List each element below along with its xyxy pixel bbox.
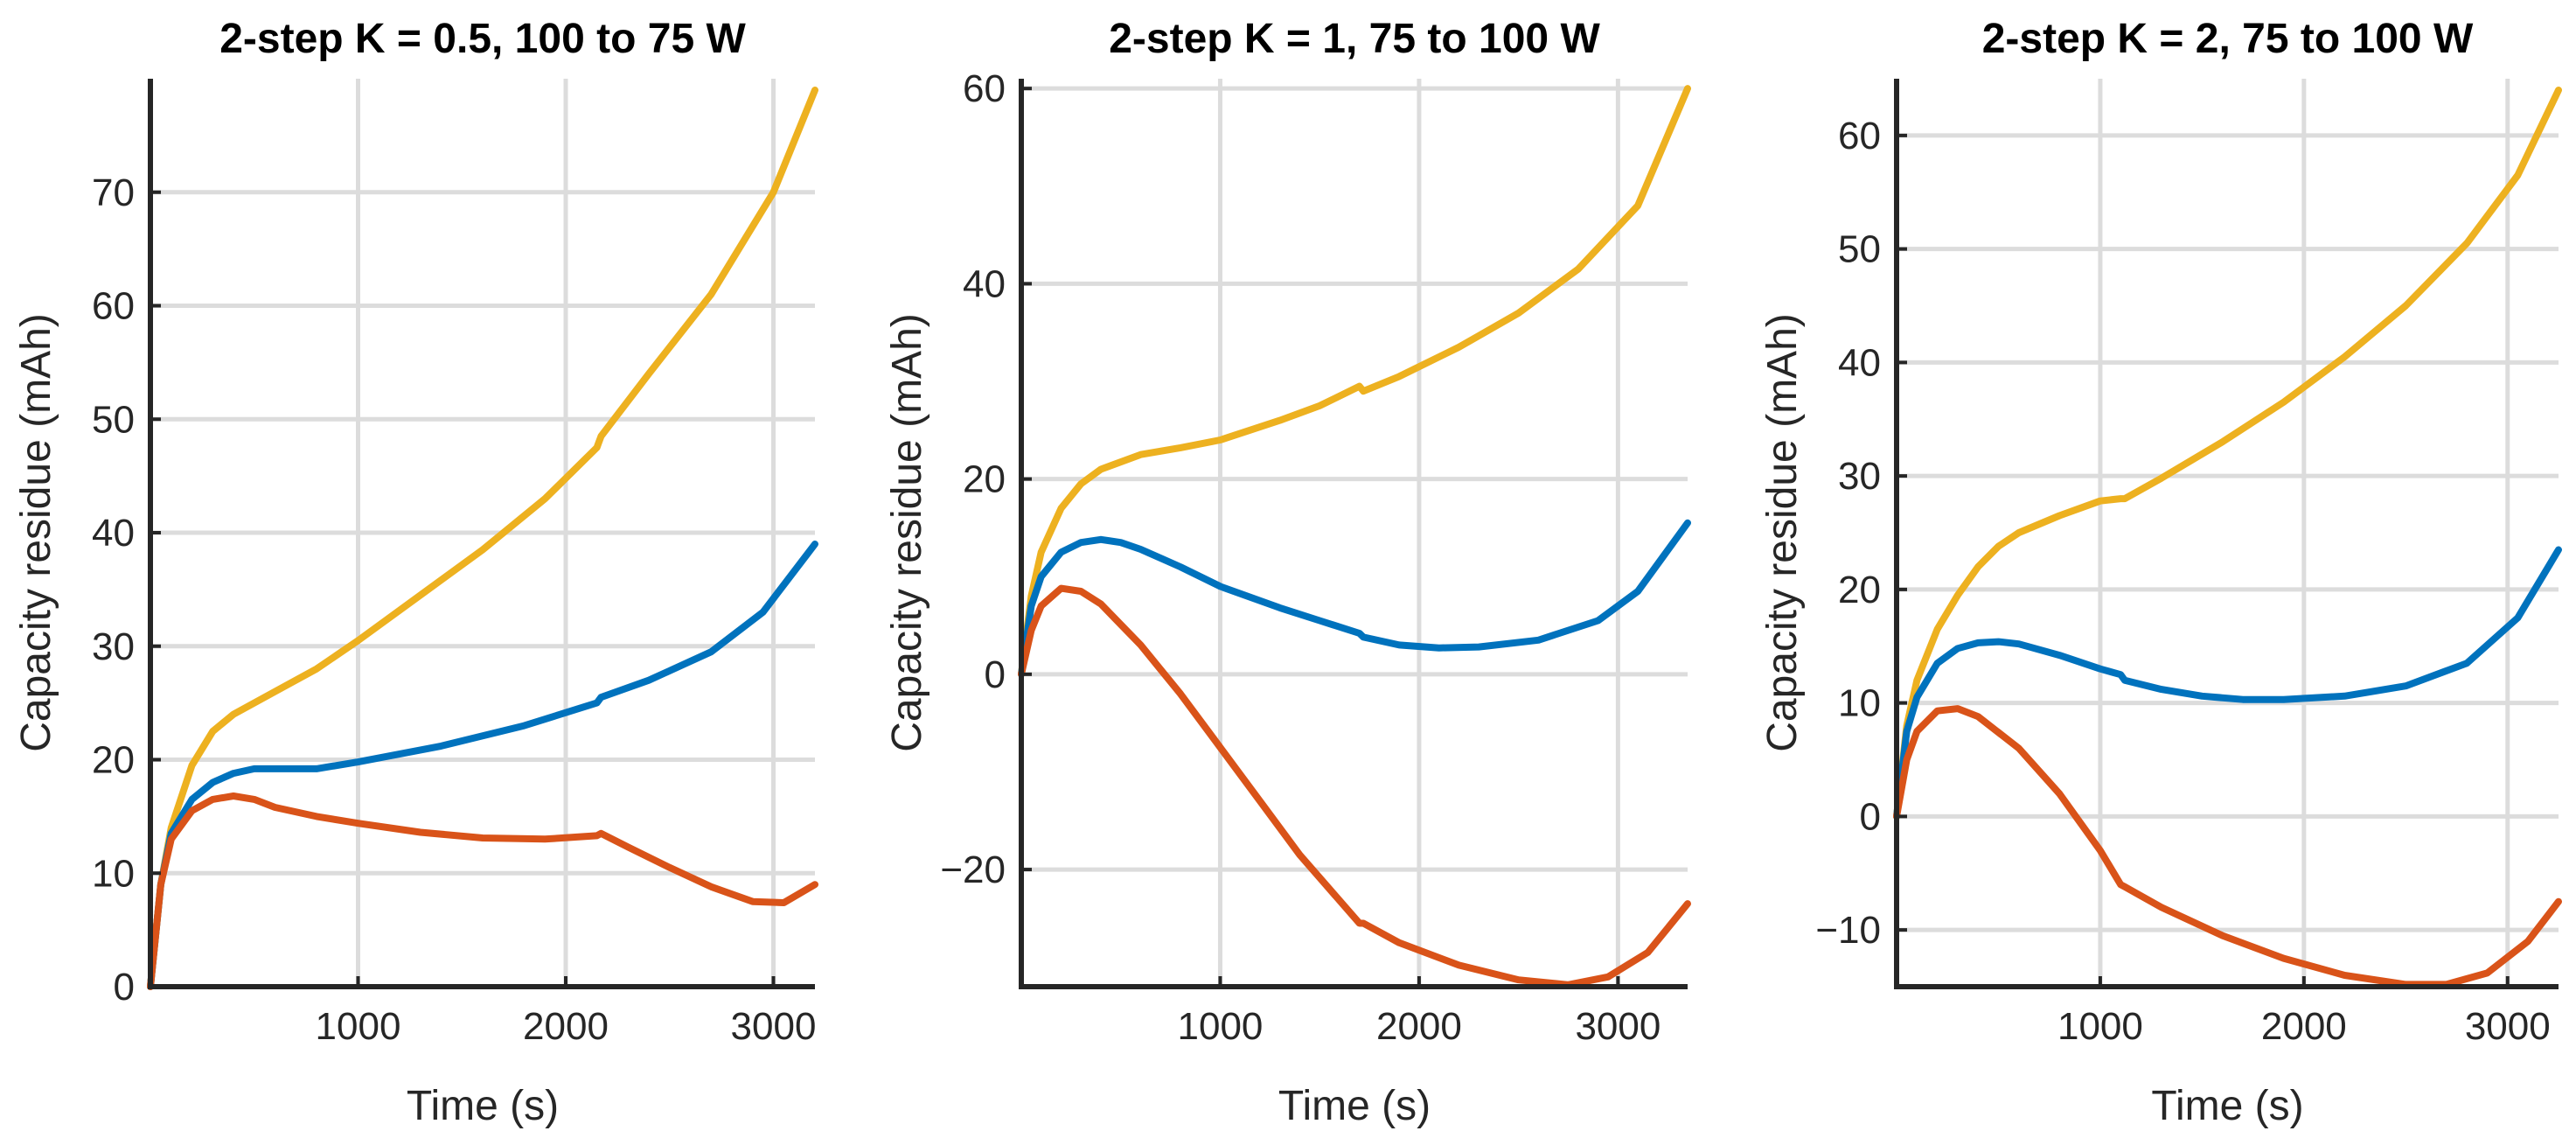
x-tick-label: 2000: [523, 1005, 609, 1048]
x-tick-label: 3000: [1575, 1005, 1660, 1048]
series-line-orange: [1018, 584, 1691, 988]
y-axis-label: Capacity residue (mAh): [13, 313, 59, 752]
y-tick-label: 60: [92, 285, 135, 328]
y-tick-label: 60: [963, 67, 1006, 110]
y-tick-label: 40: [92, 512, 135, 555]
series-line-blue: [147, 541, 818, 990]
y-tick-label: 50: [1838, 228, 1881, 271]
chart-title: 2-step K = 0.5, 100 to 75 W: [219, 16, 746, 62]
series-line-yellow: [1893, 87, 2562, 820]
chart-title: 2-step K = 2, 75 to 100 W: [1982, 16, 2474, 62]
x-tick-label: 1000: [316, 1005, 401, 1048]
y-tick-label: 20: [1838, 569, 1881, 611]
y-tick-label: 0: [114, 966, 135, 1009]
y-tick-label: 20: [92, 739, 135, 782]
x-axis-label: Time (s): [1278, 1083, 1431, 1129]
y-tick-label: 30: [92, 625, 135, 668]
y-tick-label: 70: [92, 171, 135, 214]
chart-panel-1: 1000 2000 3000 0 10 20 30 40 50 60 70 2-step K = 0.…: [13, 16, 818, 1129]
chart-title: 2-step K = 1, 75 to 100 W: [1109, 16, 1600, 62]
y-tick-label: 60: [1838, 115, 1881, 157]
y-axis-label: Capacity residue (mAh): [1759, 313, 1806, 752]
x-tick-label: 1000: [2057, 1005, 2143, 1048]
y-tick-label: 40: [963, 262, 1006, 305]
series-line-blue: [1018, 519, 1691, 678]
series-line-yellow: [147, 87, 818, 990]
series-line-orange: [147, 792, 818, 990]
y-axis-label: Capacity residue (mAh): [884, 313, 930, 752]
y-tick-label: 30: [1838, 455, 1881, 498]
series-line-orange: [1893, 705, 2562, 988]
x-tick-label: 3000: [731, 1005, 817, 1048]
y-tick-label: 50: [92, 398, 135, 441]
x-tick-label: 3000: [2465, 1005, 2551, 1048]
x-tick-label: 2000: [2261, 1005, 2347, 1048]
chart-panel-3: 1000 2000 3000 −10 0 10 20 30 40 50 60 2-step K = 2…: [1759, 16, 2562, 1129]
y-tick-label: 40: [1838, 341, 1881, 384]
axes-frame: [1894, 79, 2559, 989]
y-tick-label: 0: [985, 653, 1006, 696]
y-tick-label: 20: [963, 458, 1006, 501]
series-line-yellow: [1018, 85, 1691, 678]
x-tick-label: 2000: [1376, 1005, 1462, 1048]
x-axis-label: Time (s): [407, 1083, 559, 1129]
y-tick-label: 10: [92, 852, 135, 895]
y-tick-label: −10: [1815, 909, 1881, 952]
y-tick-label: −20: [940, 848, 1006, 891]
y-tick-label: 10: [1838, 682, 1881, 725]
axes-frame: [1019, 79, 1688, 989]
series-line-blue: [1893, 546, 2562, 820]
chart-panel-2: 1000 2000 3000 −20 0 20 40 60 2-step K = 1, 75 t…: [884, 16, 1691, 1129]
x-axis-label: Time (s): [2151, 1083, 2303, 1129]
y-tick-label: 0: [1860, 795, 1881, 838]
x-tick-label: 1000: [1178, 1005, 1264, 1048]
